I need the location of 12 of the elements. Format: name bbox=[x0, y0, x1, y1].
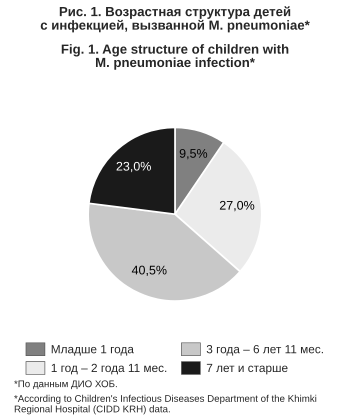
data-label: 23,0% bbox=[116, 162, 151, 172]
chart-title: Рис. 1. Возрастная структура детей с инфекцией, вызванной M. pneumoniae* bbox=[40, 6, 310, 32]
data-label: 27,0% bbox=[220, 200, 254, 212]
text: *According to Children's Infectious Diseases Department of the Khimki Regional Hospital (CIDD KRH) data. bbox=[14, 394, 316, 414]
legend-label: 1 год – 2 года 11 мес. bbox=[52, 364, 166, 374]
legend-label: Младше 1 года bbox=[52, 345, 134, 356]
legend-label: 7 лет и старше bbox=[206, 364, 288, 374]
chart-subtitle: Fig. 1. Age structure of children with M. pneumoniae infection* bbox=[62, 44, 288, 70]
legend-label: 3 года – 6 лет 11 мес. bbox=[206, 344, 323, 356]
data-label: 9,5% bbox=[180, 148, 208, 160]
data-label: 40,5% bbox=[132, 266, 167, 276]
text: *По данным ДИО ХОБ. bbox=[14, 380, 117, 390]
